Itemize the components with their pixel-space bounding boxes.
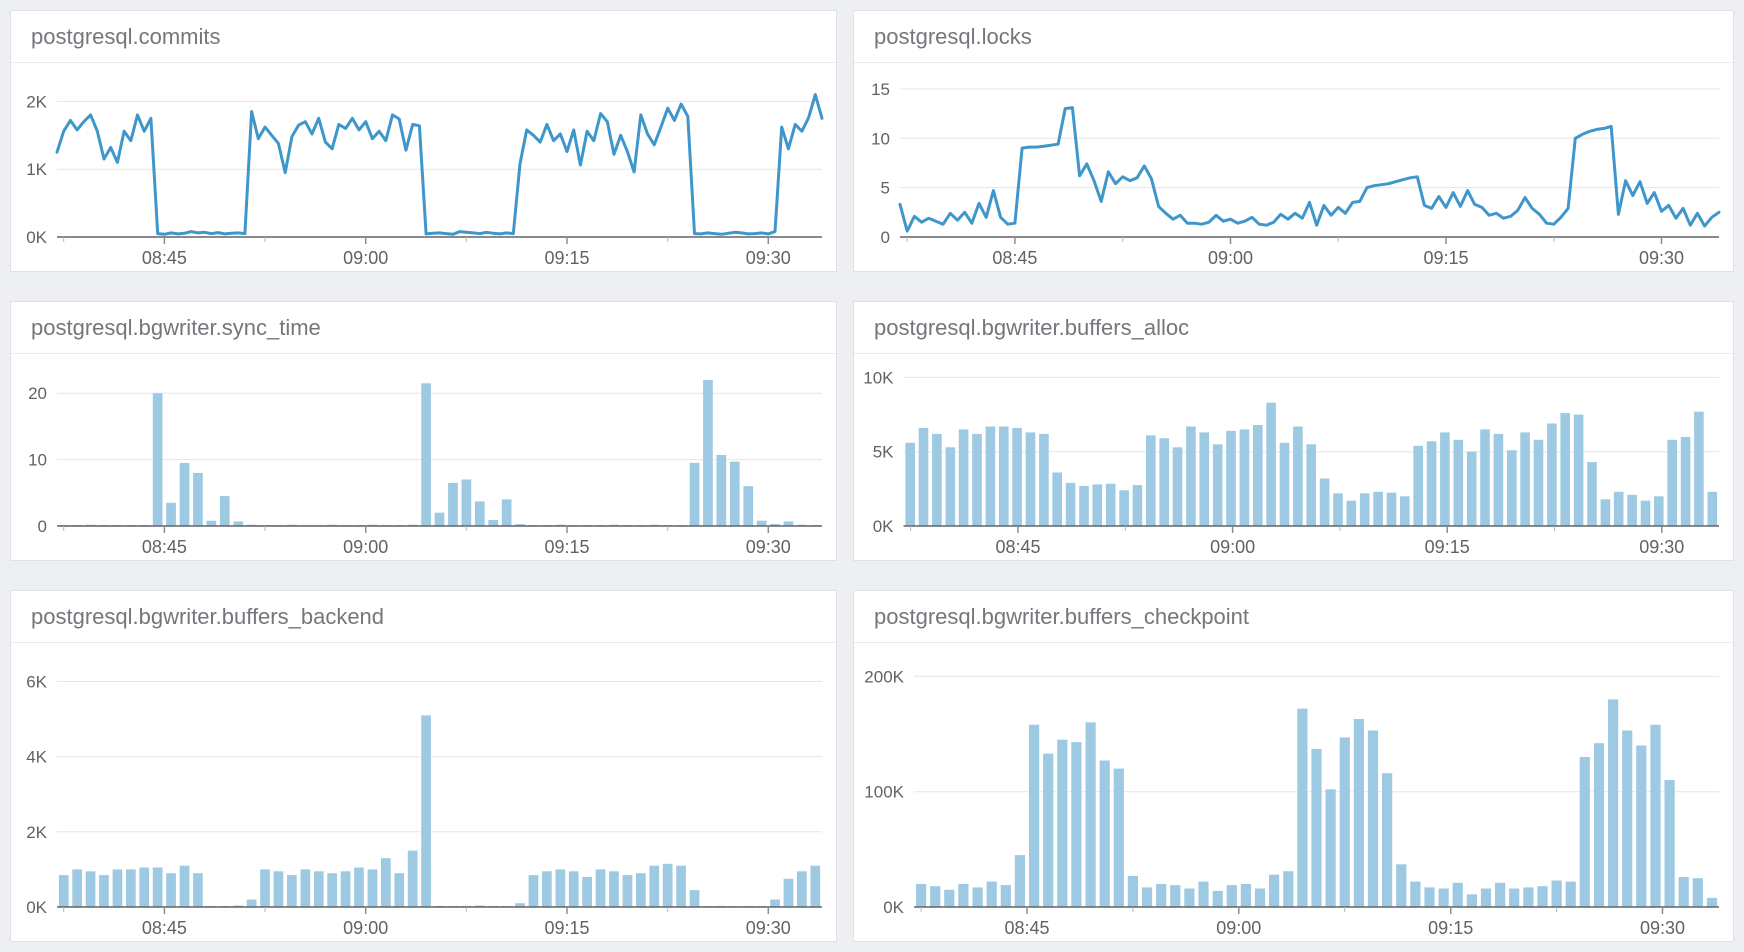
svg-text:4K: 4K — [26, 748, 47, 767]
svg-text:15: 15 — [871, 80, 890, 99]
svg-text:09:30: 09:30 — [1640, 918, 1685, 938]
svg-text:09:00: 09:00 — [1210, 537, 1255, 557]
chart-title: postgresql.bgwriter.sync_time — [11, 302, 836, 354]
svg-text:5K: 5K — [873, 443, 894, 462]
svg-text:10K: 10K — [863, 368, 894, 387]
svg-text:09:30: 09:30 — [1639, 248, 1684, 268]
svg-text:2K: 2K — [26, 92, 47, 111]
chart-panel-postgresql-locks: postgresql.locks 0 5 10 15 08:45 09:00 09:15 09… — [853, 10, 1734, 272]
svg-text:08:45: 08:45 — [992, 248, 1037, 268]
chart-area: 0K 2K 4K 6K 08:45 09:00 09:15 09:30 — [11, 643, 836, 941]
line-chart-canvas[interactable]: 0K 1K 2K 08:45 09:00 09:15 09:30 — [11, 63, 836, 271]
svg-text:08:45: 08:45 — [142, 918, 187, 938]
chart-title: postgresql.locks — [854, 11, 1733, 63]
svg-text:2K: 2K — [26, 823, 47, 842]
bar-chart-canvas[interactable]: 0K 100K 200K 08:45 09:00 09:15 09:30 — [854, 643, 1733, 941]
svg-text:100K: 100K — [864, 783, 904, 802]
svg-text:20: 20 — [28, 384, 47, 403]
svg-text:08:45: 08:45 — [142, 248, 187, 268]
chart-panel-bgwriter-buffers-backend: postgresql.bgwriter.buffers_backend 0K 2K… — [10, 590, 837, 942]
bar-chart-canvas[interactable]: 0K 2K 4K 6K 08:45 09:00 09:15 09:30 — [11, 643, 836, 941]
svg-text:09:00: 09:00 — [343, 537, 388, 557]
chart-area: 0 5 10 15 08:45 09:00 09:15 09:30 — [854, 63, 1733, 271]
svg-text:09:00: 09:00 — [343, 248, 388, 268]
svg-text:09:00: 09:00 — [1216, 918, 1261, 938]
chart-panel-bgwriter-buffers-checkpoint: postgresql.bgwriter.buffers_checkpoint 0… — [853, 590, 1734, 942]
svg-text:09:15: 09:15 — [1423, 248, 1468, 268]
chart-area: 0 10 20 08:45 09:00 09:15 09:30 — [11, 354, 836, 560]
svg-text:200K: 200K — [864, 667, 904, 686]
chart-panel-bgwriter-buffers-alloc: postgresql.bgwriter.buffers_alloc 0K 5K 10… — [853, 301, 1734, 561]
svg-text:09:30: 09:30 — [746, 248, 791, 268]
chart-area: 0K 5K 10K 08:45 09:00 09:15 09:30 — [854, 354, 1733, 560]
chart-panel-bgwriter-sync-time: postgresql.bgwriter.sync_time 0 10 20 08:45… — [10, 301, 837, 561]
svg-text:0: 0 — [38, 517, 47, 536]
svg-text:09:00: 09:00 — [1208, 248, 1253, 268]
svg-text:10: 10 — [871, 129, 890, 148]
svg-text:09:30: 09:30 — [746, 918, 791, 938]
chart-title: postgresql.bgwriter.buffers_backend — [11, 591, 836, 643]
bar-chart-canvas[interactable]: 0K 5K 10K 08:45 09:00 09:15 09:30 — [854, 354, 1733, 560]
svg-text:5: 5 — [881, 179, 890, 198]
svg-text:09:00: 09:00 — [343, 918, 388, 938]
bar-chart-canvas[interactable]: 0 10 20 08:45 09:00 09:15 09:30 — [11, 354, 836, 560]
chart-area: 0K 1K 2K 08:45 09:00 09:15 09:30 — [11, 63, 836, 271]
svg-text:10: 10 — [28, 451, 47, 470]
svg-text:08:45: 08:45 — [995, 537, 1040, 557]
svg-text:09:15: 09:15 — [1425, 537, 1470, 557]
svg-text:0K: 0K — [26, 228, 47, 247]
chart-title: postgresql.commits — [11, 11, 836, 63]
svg-text:09:30: 09:30 — [746, 537, 791, 557]
svg-text:09:15: 09:15 — [544, 248, 589, 268]
chart-area: 0K 100K 200K 08:45 09:00 09:15 09:30 — [854, 643, 1733, 941]
svg-text:08:45: 08:45 — [1004, 918, 1049, 938]
svg-text:09:15: 09:15 — [544, 537, 589, 557]
svg-text:0K: 0K — [26, 898, 47, 917]
svg-text:0K: 0K — [883, 898, 904, 917]
chart-title: postgresql.bgwriter.buffers_checkpoint — [854, 591, 1733, 643]
svg-text:09:30: 09:30 — [1639, 537, 1684, 557]
chart-title: postgresql.bgwriter.buffers_alloc — [854, 302, 1733, 354]
line-chart-canvas[interactable]: 0 5 10 15 08:45 09:00 09:15 09:30 — [854, 63, 1733, 271]
svg-text:6K: 6K — [26, 673, 47, 692]
svg-text:09:15: 09:15 — [1428, 918, 1473, 938]
chart-panel-postgresql-commits: postgresql.commits 0K 1K 2K 08:45 09:00 09:15… — [10, 10, 837, 272]
svg-text:08:45: 08:45 — [142, 537, 187, 557]
svg-text:1K: 1K — [26, 160, 47, 179]
svg-text:09:15: 09:15 — [544, 918, 589, 938]
svg-text:0: 0 — [881, 228, 890, 247]
svg-text:0K: 0K — [873, 517, 894, 536]
